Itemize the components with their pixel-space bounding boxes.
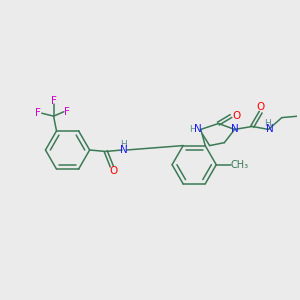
Text: N: N xyxy=(194,124,202,134)
Text: H: H xyxy=(189,125,196,134)
Text: N: N xyxy=(266,124,274,134)
Text: H: H xyxy=(120,140,127,148)
Text: H: H xyxy=(264,119,270,128)
Text: O: O xyxy=(256,102,265,112)
Text: O: O xyxy=(109,167,117,176)
Text: N: N xyxy=(231,124,239,134)
Text: F: F xyxy=(64,107,70,117)
Text: N: N xyxy=(120,145,128,155)
Text: F: F xyxy=(51,96,56,106)
Text: O: O xyxy=(232,111,240,121)
Text: F: F xyxy=(35,108,41,118)
Text: CH₃: CH₃ xyxy=(230,160,248,170)
